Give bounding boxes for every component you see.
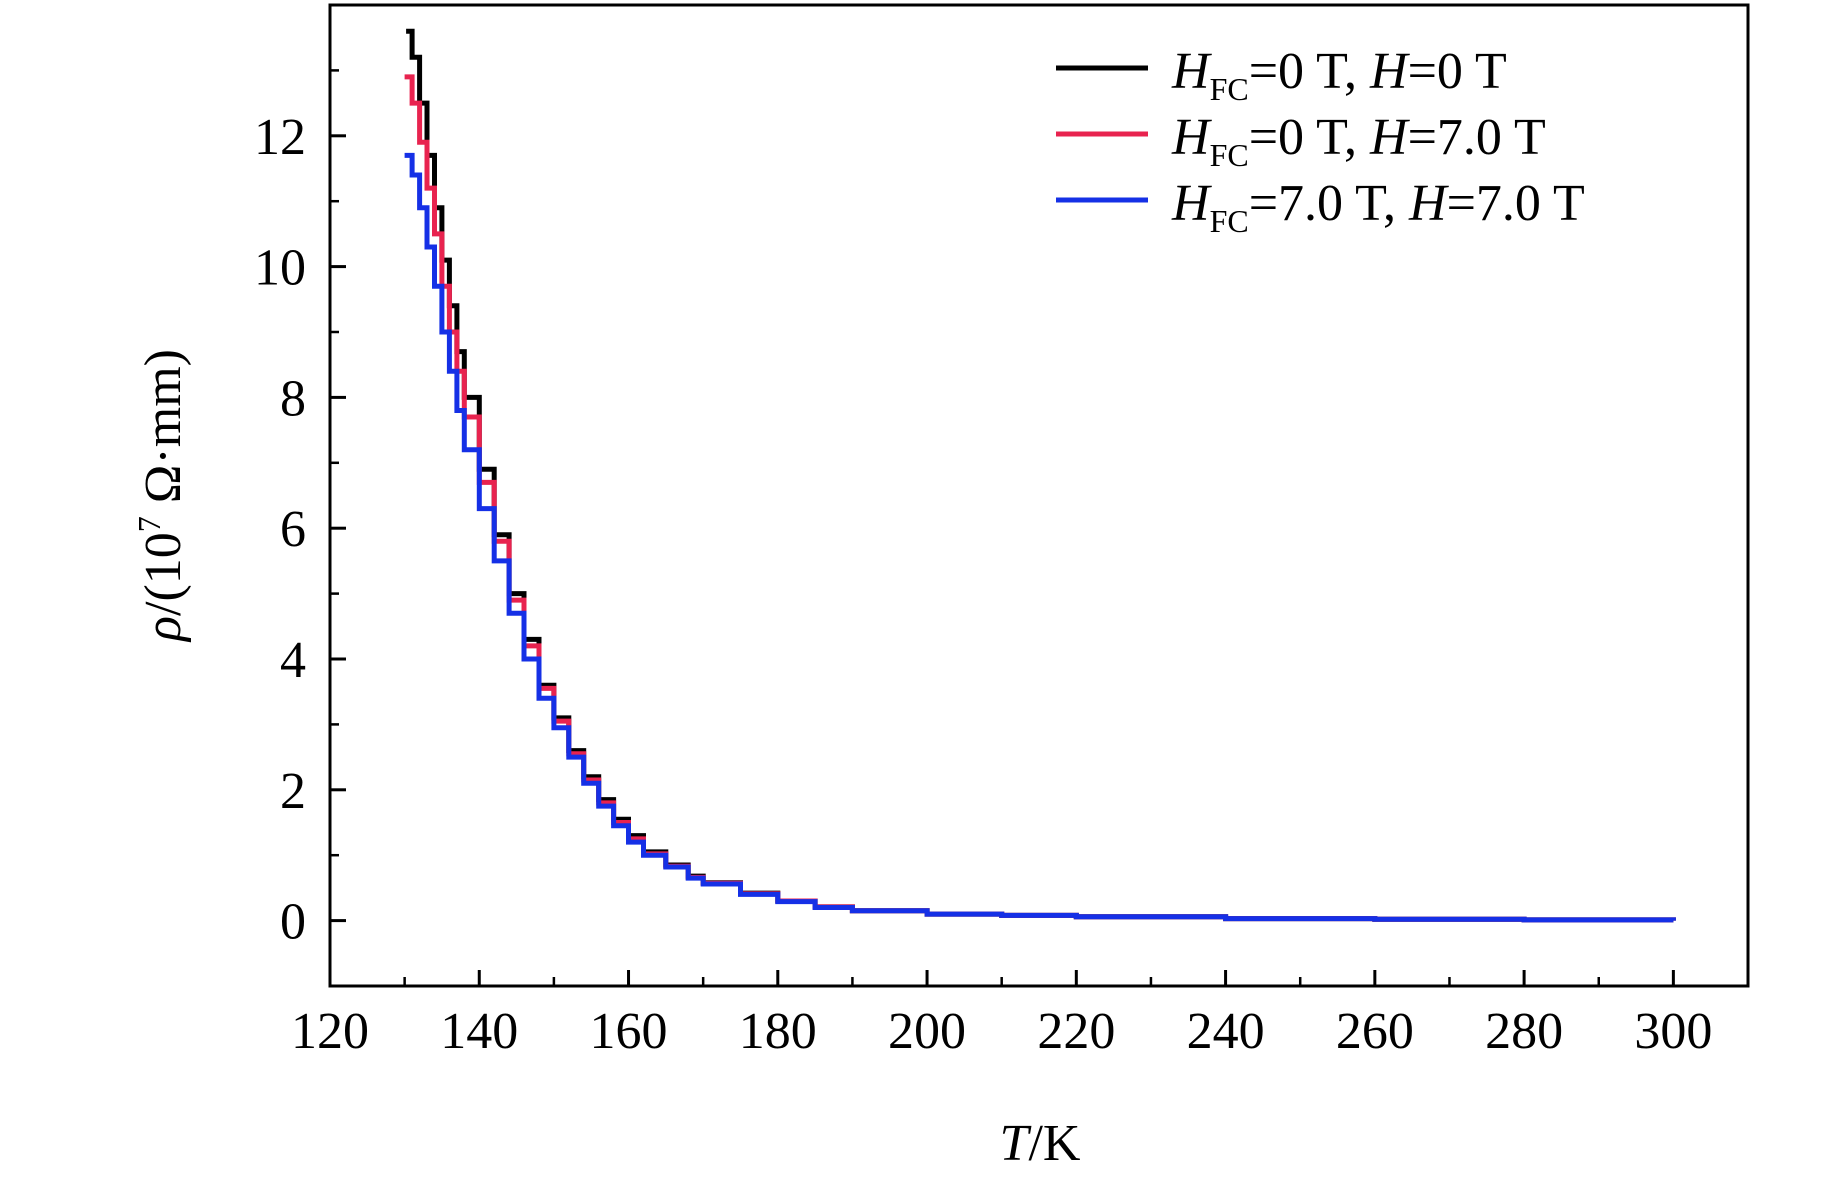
x-tick-label: 200 — [888, 1003, 966, 1060]
x-tick-label: 280 — [1485, 1003, 1563, 1060]
y-tick-label: 6 — [280, 501, 306, 558]
legend-label-2: HFC=0 T, H=7.0 T — [1171, 109, 1546, 173]
y-axis-title: ρ/(107 Ω·mm) — [131, 349, 192, 643]
x-tick-label: 260 — [1336, 1003, 1414, 1060]
x-tick-label: 240 — [1187, 1003, 1265, 1060]
plot-frame — [328, 3, 1750, 988]
ticks-layer: 120 140 160 180 200 220 240 260 280 300 0 2 4 6 8 10 12 — [254, 3, 1712, 1060]
x-tick-label: 120 — [291, 1003, 369, 1060]
y-tick-label: 4 — [280, 632, 306, 689]
x-tick-label: 220 — [1037, 1003, 1115, 1060]
x-tick-label: 140 — [440, 1003, 518, 1060]
y-tick-label: 10 — [254, 240, 306, 297]
x-axis-title: T/K — [1000, 1115, 1081, 1172]
y-tick-label: 0 — [280, 894, 306, 951]
x-tick-label: 300 — [1634, 1003, 1712, 1060]
series-line-3 — [404, 152, 1676, 923]
series-layer — [404, 28, 1676, 923]
y-tick-label: 2 — [280, 763, 306, 820]
legend-label-1: HFC=0 T, H=0 T — [1171, 43, 1507, 107]
y-tick-label: 12 — [254, 109, 306, 166]
x-tick-label: 160 — [590, 1003, 668, 1060]
x-tick-label: 180 — [739, 1003, 817, 1060]
legend-label-3: HFC=7.0 T, H=7.0 T — [1171, 175, 1585, 239]
y-tick-label: 8 — [280, 370, 306, 427]
